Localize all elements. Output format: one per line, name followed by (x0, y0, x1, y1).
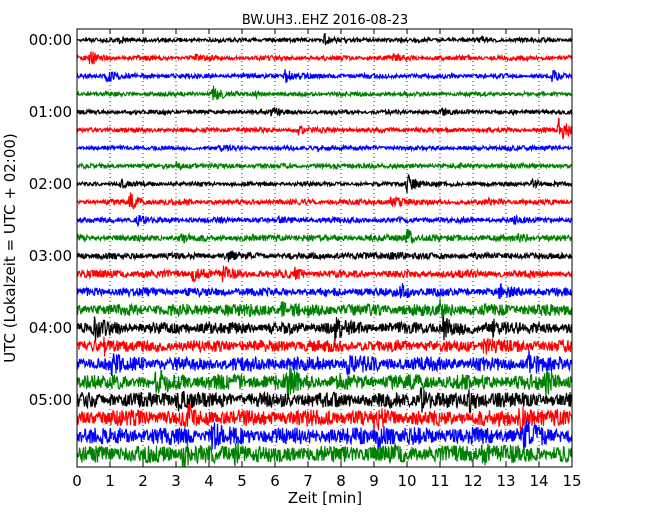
y-tick-label: 02:00 (29, 175, 72, 193)
x-axis-title: Zeit [min] (288, 489, 362, 507)
seismic-trace (76, 349, 573, 377)
seismic-trace (76, 214, 573, 228)
y-tick-label: 04:00 (29, 319, 72, 337)
x-tick-label: 15 (562, 472, 581, 490)
chart-title: BW.UH3..EHZ 2016-08-23 (242, 13, 408, 28)
seismogram-traces (76, 32, 573, 468)
x-tick-label: 3 (171, 472, 181, 490)
x-tick-label: 7 (303, 472, 313, 490)
x-tick-label: 0 (72, 472, 82, 490)
y-tick-label: 00:00 (29, 31, 72, 49)
x-tick-label: 8 (336, 472, 346, 490)
y-tick-label: 05:00 (29, 391, 72, 409)
seismic-trace (76, 336, 573, 357)
x-tick-label: 4 (204, 472, 214, 490)
seismic-trace (76, 85, 573, 101)
seismic-trace (76, 174, 573, 193)
plot-frame (76, 28, 573, 468)
x-axis: 0 1 2 3 4 5 6 7 8 9 10 11 12 13 14 15 (72, 29, 582, 490)
y-tick-label: 03:00 (29, 247, 72, 265)
x-tick-label: 13 (496, 472, 515, 490)
seismic-trace (76, 386, 573, 415)
y-axis-title: UTC (Lokalzeit = UTC + 02:00) (1, 133, 19, 363)
seismic-trace (76, 441, 573, 468)
seismic-trace (76, 420, 573, 454)
x-tick-label: 2 (138, 472, 148, 490)
seismic-trace (76, 32, 573, 46)
seismic-trace (76, 365, 573, 399)
seismic-trace (76, 69, 573, 84)
seismic-trace (76, 192, 573, 210)
y-tick-label: 01:00 (29, 103, 72, 121)
x-tick-label: 1 (105, 472, 115, 490)
seismic-trace (76, 161, 573, 172)
x-tick-label: 5 (237, 472, 247, 490)
x-tick-label: 11 (430, 472, 449, 490)
x-tick-label: 9 (369, 472, 379, 490)
x-tick-label: 14 (529, 472, 548, 490)
x-tick-label: 6 (270, 472, 280, 490)
seismic-trace (76, 298, 573, 319)
seismic-trace (76, 265, 573, 284)
seismic-trace (76, 106, 573, 117)
x-tick-label: 12 (463, 472, 482, 490)
seismic-trace (76, 117, 573, 140)
seismic-trace (76, 403, 573, 436)
seismic-trace (76, 316, 573, 342)
y-axis: 00:00 01:00 02:00 03:00 04:00 05:00 (29, 31, 572, 409)
seismic-trace (76, 250, 573, 263)
x-tick-label: 10 (397, 472, 416, 490)
seismic-trace (76, 51, 573, 65)
seismic-trace (76, 282, 573, 300)
seismic-trace (76, 228, 573, 244)
seismic-trace (76, 143, 573, 153)
